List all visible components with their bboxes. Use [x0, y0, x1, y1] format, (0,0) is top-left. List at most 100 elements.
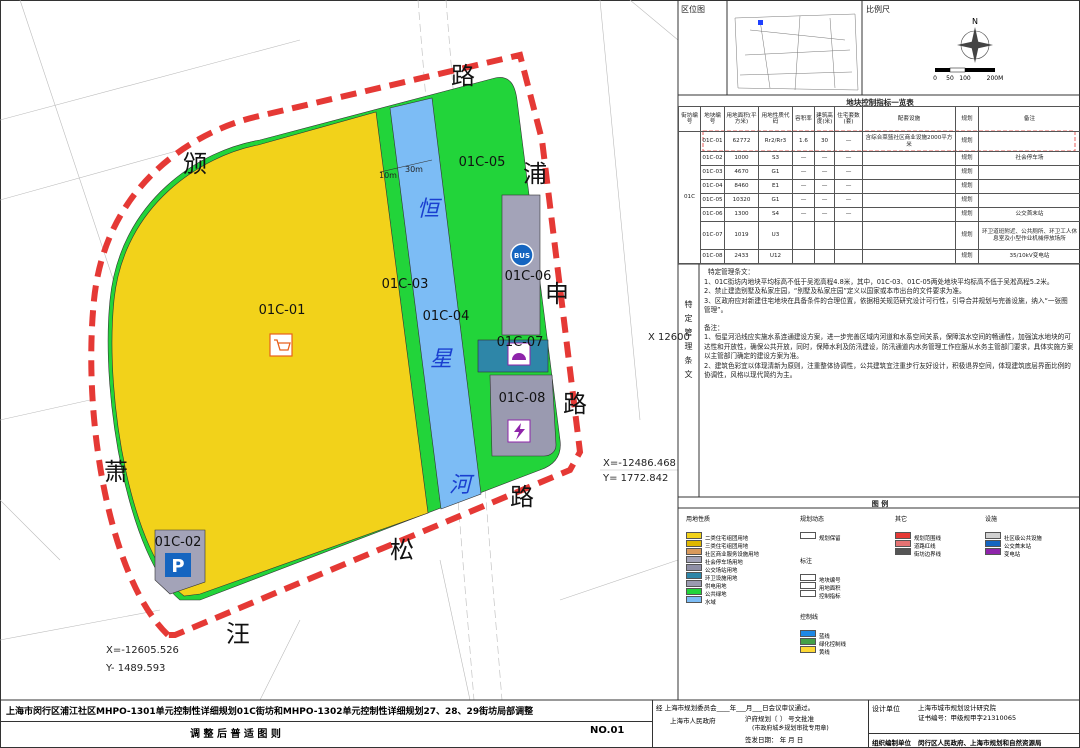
table-cell: — — [834, 151, 863, 166]
table-cell: — — [814, 179, 835, 194]
compass — [957, 27, 993, 63]
legend-label: 环卫设施用地 — [705, 576, 738, 582]
table-cell: 规划 — [955, 249, 979, 264]
parcel-label: 01C-04 — [423, 309, 470, 324]
empty-cell — [862, 249, 956, 264]
legend-item: 公共绿地 — [686, 581, 759, 598]
road-name: 路 — [563, 390, 587, 418]
legend-label: 水域 — [705, 600, 716, 606]
header-cell: 用地面积(平方米) — [724, 106, 759, 132]
location-map — [734, 13, 859, 91]
rule — [868, 700, 869, 748]
legend-group: 控制线 蓝线 绿化控制线 黄线 — [800, 612, 846, 656]
table-cell: — — [834, 165, 863, 180]
table-cell: — — [792, 165, 815, 180]
header-cell: 用地性质代码 — [758, 106, 793, 132]
legend-swatch — [985, 540, 1001, 547]
legend-swatch — [800, 646, 816, 653]
coordinate-label: X=-12605.526 — [106, 645, 179, 656]
commerce-icon — [269, 333, 293, 357]
cart-shape — [274, 339, 291, 351]
legend-item: 公交场站用地 — [686, 557, 759, 574]
table-cell: 1000 — [724, 151, 759, 166]
indicator-table: 街坊编号 地块编号 用地面积(平方米) 用地性质代码 容积率 建筑高度(米) 住宅套数(套)… — [678, 106, 1080, 264]
table-cell: 环卫道班附近、公共厕所、环卫工人休息室及小型作业机械停放场所 — [978, 221, 1080, 250]
header-cell: 配套设施 — [862, 106, 956, 132]
parcel-label: 01C-03 — [382, 277, 429, 292]
design-label: 设计单位 — [872, 705, 900, 713]
legend-label: 用地面积 — [819, 586, 841, 592]
table-cell: 规划 — [955, 221, 979, 250]
empty-cell — [978, 131, 1080, 152]
scale-title: 比例尺 — [866, 5, 890, 14]
empty-cell — [834, 249, 863, 264]
legend-item: 用地面积 — [800, 575, 841, 592]
legend-group-title: 标注 — [800, 558, 813, 565]
table-row: 01C-08 2433 U12 规划 35/10kV变电站 — [679, 249, 1080, 264]
river-name: 恒 — [417, 197, 443, 222]
table-row: 01C-05 10320 G1— — — 规划 — [679, 193, 1080, 208]
table-cell: 10320 — [724, 193, 759, 208]
table-cell: 1300 — [724, 207, 759, 222]
legend-label: 供电用地 — [705, 584, 727, 590]
footer-title: 上海市闵行区浦江社区MHPO-1301单元控制性详细规划01C街坊和MHPO-1… — [6, 707, 534, 717]
table-cell: — — [792, 193, 815, 208]
certificate: 证书编号：甲级规甲字21310065 — [918, 714, 1017, 722]
table-title: 地块控制指标一览表 — [846, 98, 914, 107]
road-name: 浦 — [523, 160, 547, 188]
scale-tick: 200M — [987, 75, 1004, 82]
legend-item: 地块编号 — [800, 567, 841, 584]
legend-label: 街坊边界线 — [914, 552, 941, 558]
road-name: 汪 — [226, 620, 250, 648]
legend-label: 三类住宅组团用地 — [705, 544, 749, 550]
org-label: 组织编制单位 — [872, 739, 911, 747]
legend-swatch — [800, 590, 816, 597]
empty-cell — [834, 221, 863, 250]
table-cell: 1.6 — [792, 131, 815, 152]
parcel-08 — [489, 374, 557, 457]
legend-item: 环卫设施用地 — [686, 565, 759, 582]
street-cell: 01C — [678, 131, 701, 264]
table-cell: 62772 — [724, 131, 759, 152]
legend-group: 设施 社区级公共设施 公交首末站 变电站 — [985, 514, 1042, 558]
parking-icon — [165, 553, 191, 577]
legend-label: 规划范围线 — [914, 536, 941, 542]
legend-item: 道路红线 — [895, 533, 941, 550]
coordinate-label: Y= 1772.842 — [602, 473, 668, 484]
coordinate-label: X=-12486.468 — [603, 458, 676, 469]
empty-cell — [862, 193, 956, 208]
legend-swatch — [686, 556, 702, 563]
parking-label: P — [171, 556, 184, 577]
table-row: 01C-07 1019 U3 规划 环卫道班附近、公共厕所、环卫工人休息室及小型作业机械… — [679, 221, 1080, 250]
legend-label: 二类住宅组团用地 — [705, 536, 749, 542]
empty-cell — [862, 179, 956, 194]
legend-group-title: 其它 — [895, 516, 908, 523]
table-cell: E1 — [758, 179, 793, 194]
header-cell: 住宅套数(套) — [834, 106, 863, 132]
empty-cell — [862, 207, 956, 222]
legend-swatch — [686, 588, 702, 595]
legend-swatch — [686, 540, 702, 547]
table-cell: 01C-04 — [700, 179, 725, 194]
table-cell: 规划 — [955, 165, 979, 180]
bus-label: BUS — [514, 252, 530, 260]
legend-label: 地块编号 — [819, 578, 841, 584]
scale-tick: 0 — [933, 75, 937, 82]
river — [389, 97, 482, 510]
legend-group: 规划动态 规划保留 — [800, 514, 841, 542]
legend-item: 黄线 — [800, 639, 846, 656]
rule — [868, 733, 1080, 734]
legend-label: 黄线 — [819, 650, 830, 656]
dimension-label: 10m — [379, 171, 397, 180]
org: 闵行区人民政府、上海市规划和自然资源局 — [918, 739, 1042, 747]
empty-cell — [862, 221, 956, 250]
table-cell: 规划 — [955, 179, 979, 194]
legend-group-title: 规划动态 — [800, 516, 825, 523]
location-title: 区位图 — [681, 5, 705, 14]
coordinate-label: Y- 1489.593 — [105, 663, 165, 674]
road-name: 松 — [390, 536, 414, 564]
table-cell: 含综合菜篮社区商业设施2000平方米 — [862, 131, 956, 152]
empty-cell — [814, 221, 835, 250]
table-cell: 01C-01 — [700, 131, 725, 152]
empty-cell — [862, 151, 956, 166]
